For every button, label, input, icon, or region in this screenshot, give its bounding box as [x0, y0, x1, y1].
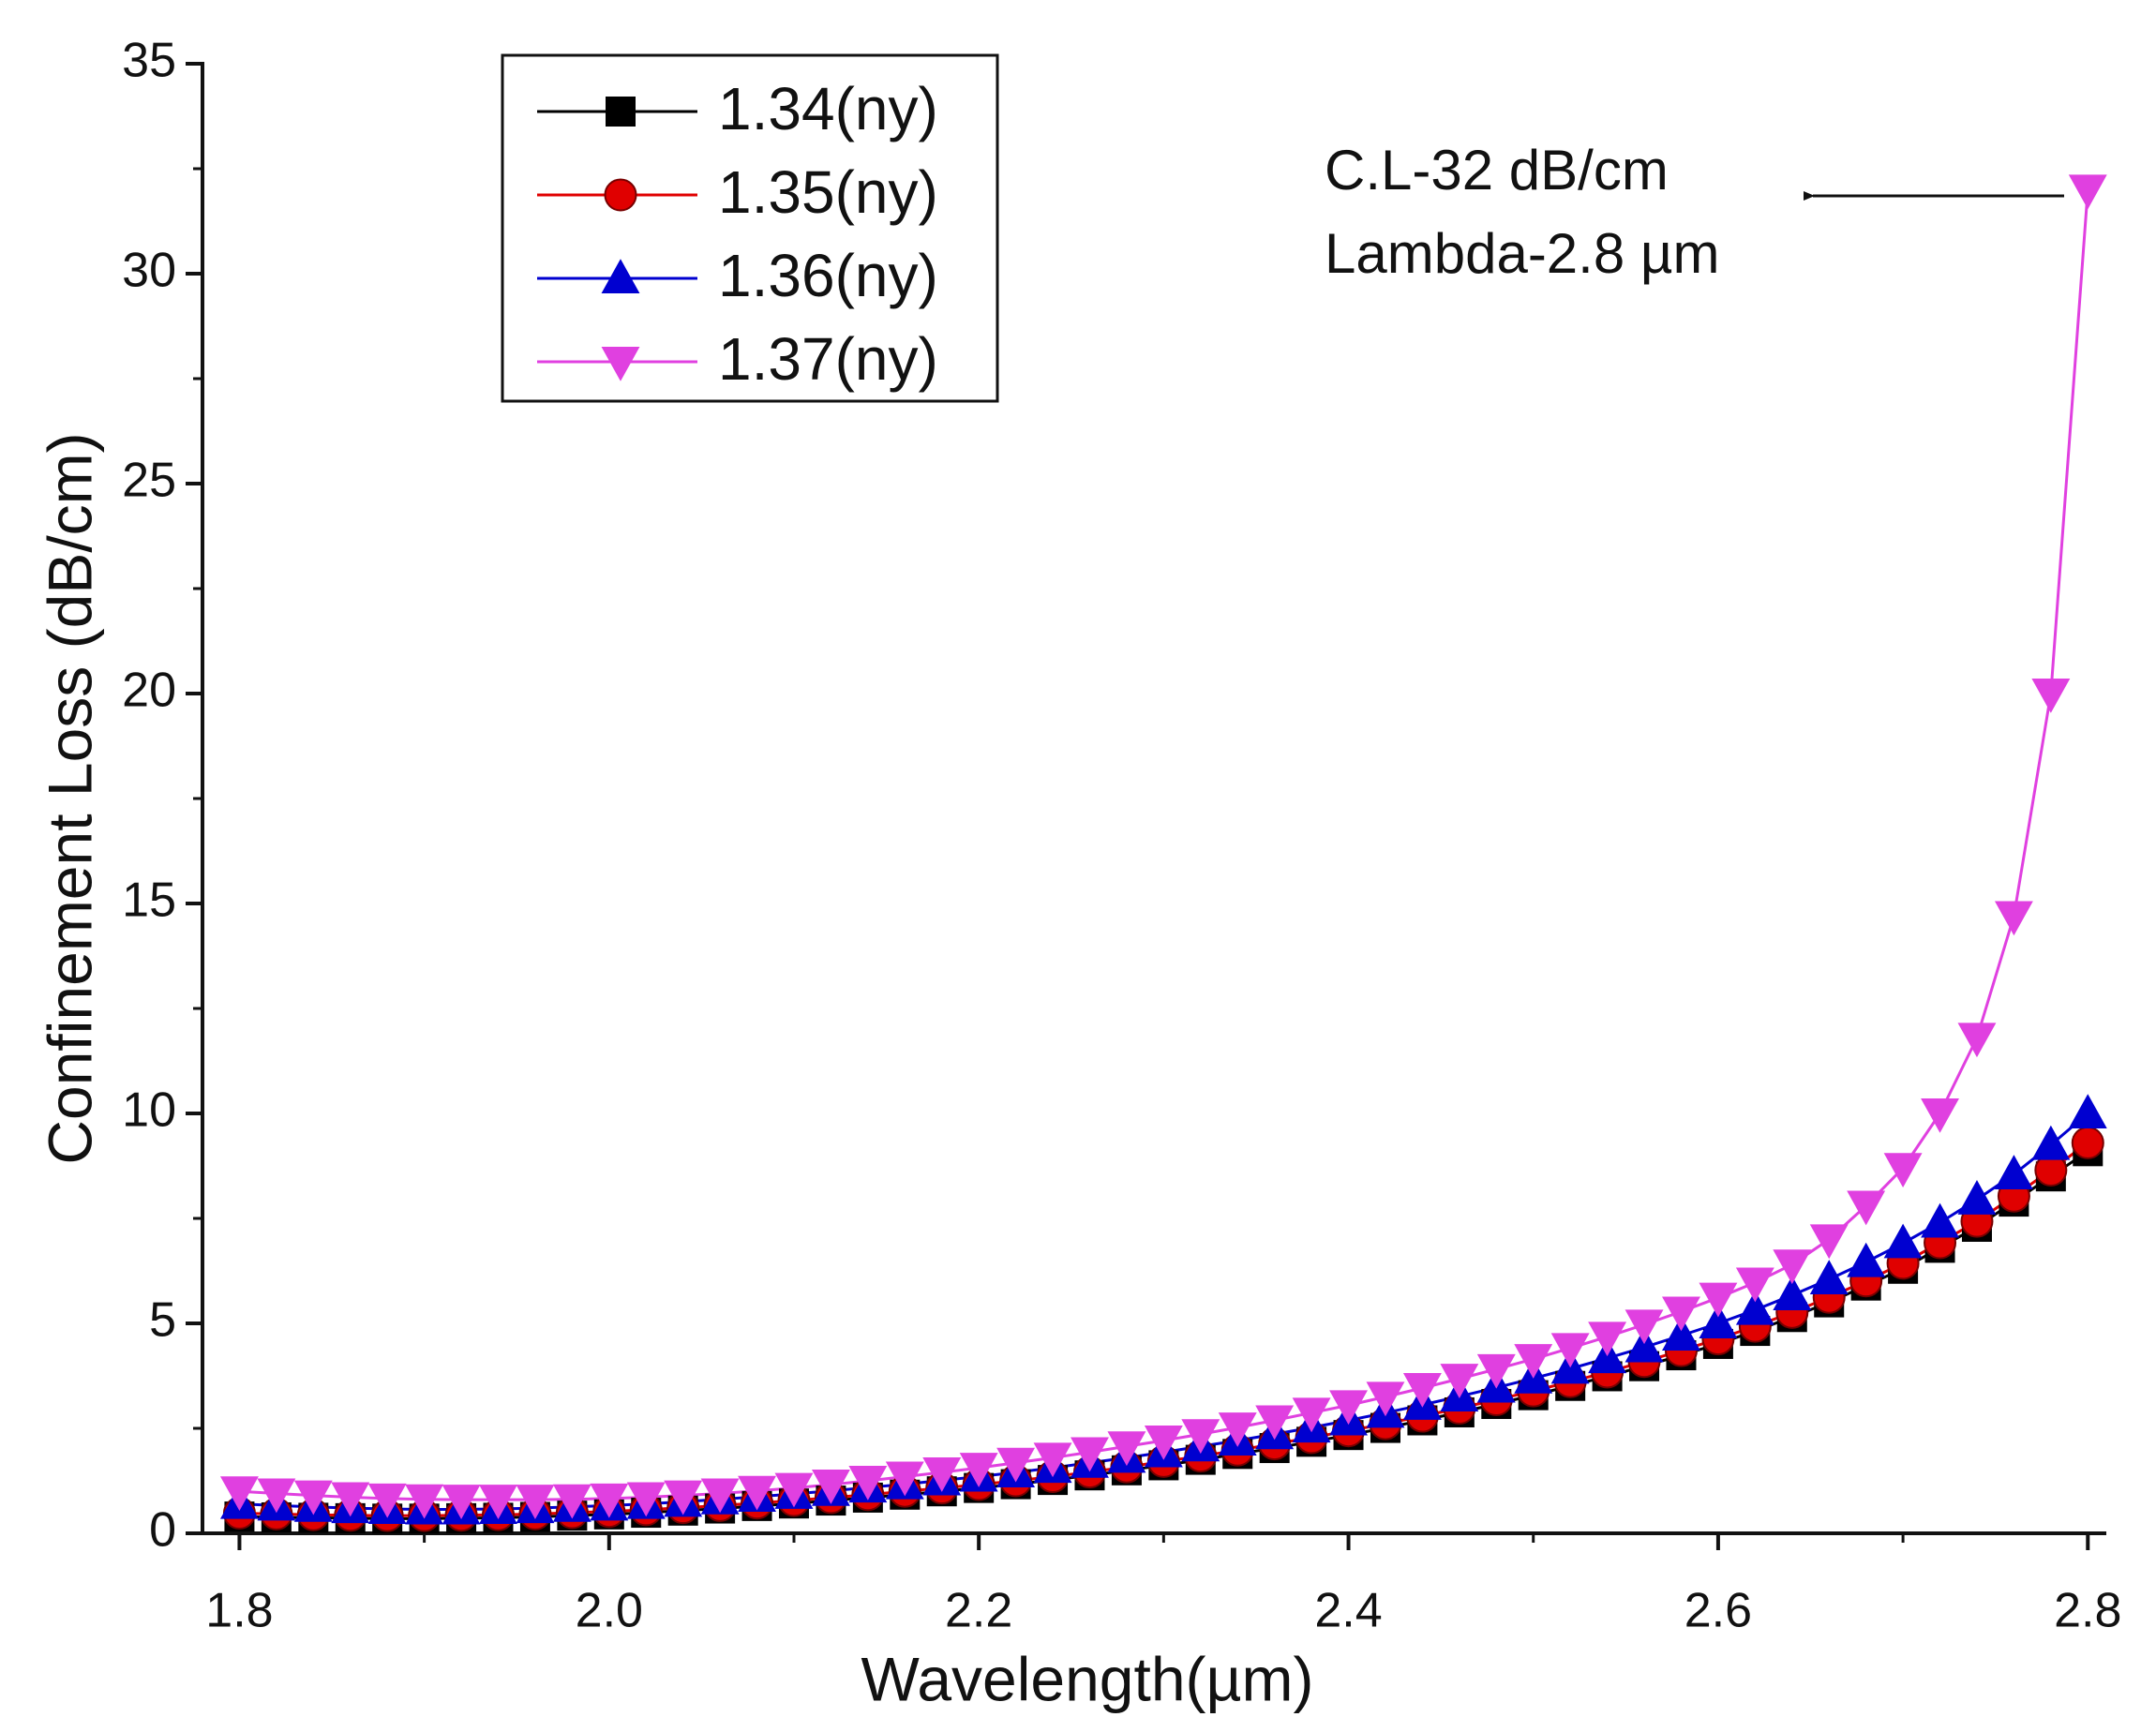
legend-label: 1.36(ny)	[718, 242, 938, 309]
marker	[738, 1475, 777, 1511]
marker	[1957, 1180, 1997, 1215]
marker	[1921, 1098, 1959, 1133]
marker	[1255, 1405, 1295, 1441]
marker	[257, 1478, 296, 1514]
marker	[1883, 1153, 1923, 1188]
marker	[331, 1482, 370, 1517]
y-tick-label: 25	[122, 454, 176, 508]
marker	[1773, 1249, 1812, 1285]
x-tick-label: 2.2	[945, 1584, 1012, 1638]
marker	[590, 1483, 629, 1518]
legend-label: 1.37(ny)	[718, 325, 938, 393]
marker	[1662, 1296, 1700, 1332]
marker	[664, 1480, 703, 1516]
y-tick-label: 35	[122, 34, 176, 88]
y-tick-label: 10	[122, 1083, 176, 1138]
marker	[1292, 1397, 1331, 1433]
marker	[1847, 1190, 1886, 1226]
marker	[885, 1461, 924, 1497]
marker	[1994, 901, 2033, 936]
marker	[1588, 1338, 1627, 1374]
marker	[1181, 1419, 1220, 1455]
y-axis-title: Confinement Loss (dB/cm)	[35, 432, 104, 1164]
marker	[604, 178, 637, 212]
y-tick-label: 20	[122, 664, 176, 718]
marker	[1699, 1304, 1738, 1338]
y-tick-label: 0	[149, 1503, 176, 1558]
annotation: Lambda-2.8 µm	[1325, 222, 1719, 285]
y-tick-label: 30	[122, 244, 176, 298]
marker	[1735, 1267, 1774, 1303]
marker	[1514, 1344, 1553, 1379]
marker	[1847, 1242, 1886, 1277]
marker	[1624, 1309, 1664, 1345]
marker	[442, 1485, 481, 1519]
y-tick-label: 15	[122, 873, 176, 928]
marker	[606, 97, 636, 127]
marker	[700, 1478, 740, 1514]
marker	[2068, 174, 2107, 210]
marker	[774, 1472, 814, 1508]
marker	[2068, 1094, 2107, 1128]
marker	[293, 1480, 333, 1516]
x-axis-title: Wavelength(µm)	[861, 1644, 1313, 1713]
marker	[626, 1482, 666, 1517]
x-tick-label: 2.8	[2054, 1584, 2121, 1638]
marker	[2031, 679, 2071, 713]
marker	[2071, 1126, 2104, 1159]
marker	[1218, 1412, 1257, 1447]
marker	[601, 347, 640, 381]
marker	[1033, 1442, 1072, 1478]
marker	[1624, 1327, 1664, 1363]
marker	[1957, 1023, 1997, 1058]
x-tick-label: 2.4	[1314, 1584, 1382, 1638]
marker	[1921, 1202, 1959, 1238]
marker	[2031, 1125, 2071, 1160]
marker	[601, 259, 640, 293]
x-tick-label: 2.6	[1684, 1584, 1752, 1638]
marker	[922, 1457, 962, 1492]
marker	[1735, 1290, 1774, 1325]
marker	[479, 1485, 517, 1519]
legend-label: 1.35(ny)	[718, 158, 938, 226]
marker	[405, 1484, 444, 1519]
marker	[1662, 1316, 1700, 1351]
marker	[1994, 1155, 2033, 1189]
marker	[1440, 1364, 1479, 1398]
marker	[1550, 1333, 1590, 1368]
marker	[1402, 1372, 1442, 1408]
marker	[1329, 1390, 1368, 1426]
marker	[1699, 1282, 1738, 1318]
y-tick-label: 5	[149, 1293, 176, 1348]
marker	[552, 1484, 591, 1519]
marker	[1809, 1224, 1849, 1260]
legend-label: 1.34(ny)	[718, 75, 938, 142]
marker	[1809, 1260, 1849, 1294]
x-tick-label: 2.0	[576, 1584, 643, 1638]
marker	[1588, 1321, 1627, 1357]
marker	[1476, 1353, 1516, 1389]
marker	[1773, 1276, 1812, 1310]
marker	[1107, 1431, 1146, 1467]
marker	[367, 1483, 407, 1518]
marker	[219, 1476, 259, 1512]
marker	[959, 1453, 998, 1487]
marker	[1144, 1425, 1183, 1460]
marker	[1883, 1223, 1923, 1259]
marker	[848, 1466, 888, 1501]
marker	[516, 1485, 555, 1519]
marker	[996, 1447, 1036, 1483]
x-tick-label: 1.8	[205, 1584, 273, 1638]
annotation: C.L-32 dB/cm	[1325, 139, 1669, 202]
marker	[1071, 1437, 1109, 1472]
marker	[811, 1470, 850, 1504]
marker	[1366, 1381, 1405, 1417]
